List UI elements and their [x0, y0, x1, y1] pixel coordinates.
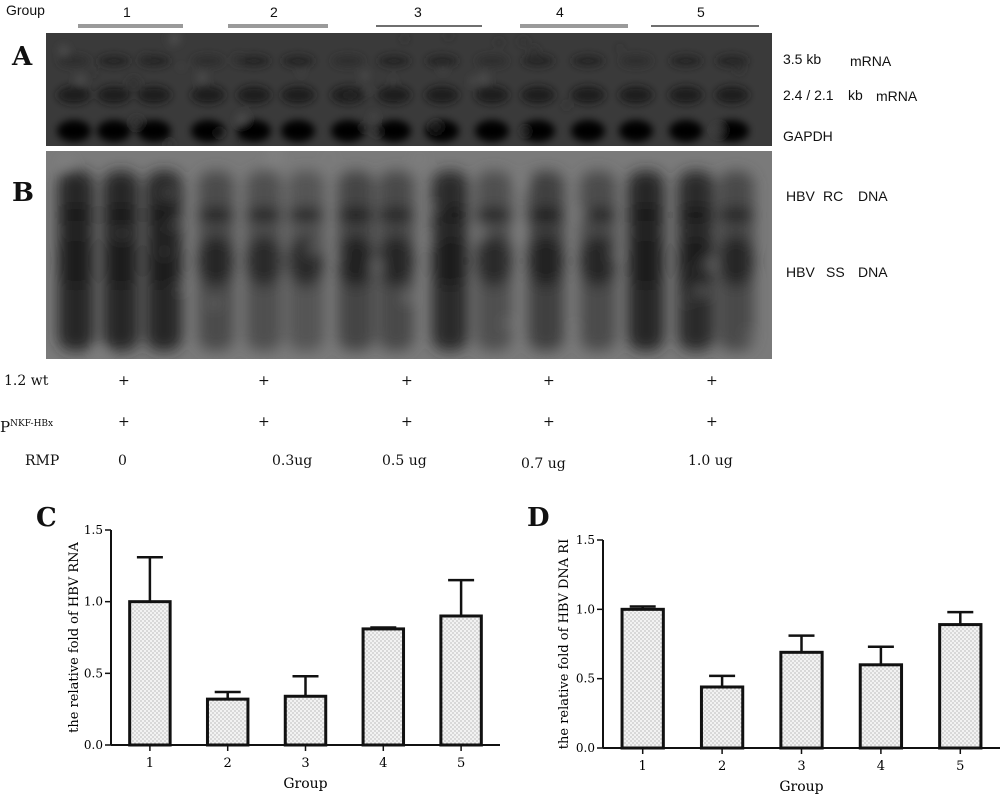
panel-letter-d: D [527, 503, 550, 533]
panel-letter-c: C [36, 503, 57, 533]
group-number-3: 3 [414, 4, 422, 20]
group-number-5: 5 [697, 4, 705, 20]
bar-chart-c: 0.0 0.5 1.0 1.5 1 2 3 4 5 Group the relative fold … [67, 523, 500, 792]
y-tick-label: 0.5 [84, 666, 103, 680]
plus-pnkf-5: + [706, 414, 718, 430]
condition-label-pnkf: PNKF-HBx [0, 418, 53, 436]
bar-3 [779, 650, 824, 750]
rmp-value-2: 0.3ug [272, 453, 313, 469]
condition-label-pnkf-sup: NKF-HBx [10, 419, 54, 429]
group-bracket-2 [228, 24, 328, 28]
x-tick-label-2: 2 [224, 756, 232, 771]
rmp-value-1: 0 [118, 453, 127, 469]
bar-2 [205, 697, 250, 747]
bar-5 [439, 614, 483, 747]
group-header-label: Group [6, 2, 45, 18]
band-label-mrna-1: mRNA [850, 53, 892, 69]
group-bracket-3 [376, 25, 482, 27]
plus-wt-3: + [401, 373, 413, 389]
group-number-4: 4 [556, 4, 564, 20]
x-tick-label-4: 4 [379, 756, 387, 771]
southern-blot-gel [46, 151, 772, 359]
bar-4 [361, 627, 406, 747]
x-tick-label-2: 2 [718, 759, 726, 774]
y-tick-label: 1.0 [84, 595, 103, 609]
panel-letter-a: A [12, 42, 33, 72]
y-axis-label: the relative fold of HBV DNA RI [557, 539, 572, 749]
y-tick-label: 1.0 [576, 602, 595, 616]
band-label-2-4kb: 2.4 / 2.1 [783, 87, 834, 103]
panel-letter-b: B [12, 178, 34, 208]
band-label-mrna-2: mRNA [876, 88, 918, 104]
band-label-ss-dna: DNA [858, 264, 888, 280]
x-tick-label-1: 1 [639, 759, 647, 774]
rmp-value-4: 0.7 ug [521, 456, 566, 472]
band-label-ss: SS [826, 264, 845, 280]
bar-1 [128, 600, 172, 747]
y-tick-label: 0.5 [576, 672, 595, 686]
x-tick-label-5: 5 [457, 756, 465, 771]
band-label-hbv-ss: HBV [786, 264, 815, 280]
southern-blot-image [46, 151, 772, 359]
x-tick-label-1: 1 [146, 756, 154, 771]
bar-1 [620, 607, 665, 750]
condition-label-pnkf-main: P [0, 418, 11, 436]
group-bracket-1 [78, 24, 183, 28]
y-tick-label: 0.0 [84, 738, 103, 752]
x-tick-label-4: 4 [877, 759, 885, 774]
rmp-value-5: 1.0 ug [688, 453, 733, 469]
band-label-rc-dna: DNA [858, 188, 888, 204]
plus-pnkf-4: + [543, 414, 555, 430]
plus-pnkf-3: + [401, 414, 413, 430]
plus-wt-4: + [543, 373, 555, 389]
y-tick-label: 0.0 [576, 741, 595, 755]
group-number-2: 2 [270, 4, 278, 20]
band-label-hbv-rc: HBV [786, 188, 815, 204]
bar-chart-d: 0.0 0.5 1.0 1.5 1 2 3 4 5 Group the relative fold … [557, 533, 1000, 795]
bar-4 [858, 663, 904, 750]
band-label-rc: RC [823, 188, 844, 204]
bar-3 [283, 694, 328, 747]
plus-wt-1: + [118, 373, 130, 389]
plus-wt-5: + [706, 373, 718, 389]
group-bracket-4 [520, 24, 628, 28]
y-tick-label: 1.5 [576, 533, 595, 547]
condition-label-rmp: RMP [25, 453, 60, 469]
rmp-value-3: 0.5 ug [382, 453, 427, 469]
band-label-kb: kb [848, 87, 863, 103]
x-tick-label-5: 5 [956, 759, 964, 774]
bar-2 [699, 685, 745, 750]
band-label-3-5kb: 3.5 kb [783, 51, 822, 67]
plus-wt-2: + [258, 373, 270, 389]
y-axis-label: the relative fold of HBV RNA [67, 542, 82, 733]
northern-blot-gel [46, 33, 772, 146]
x-tick-label-3: 3 [301, 756, 309, 771]
condition-label-wt: 1.2 wt [4, 373, 49, 389]
y-tick-label: 1.5 [84, 523, 103, 537]
northern-blot-image [46, 33, 772, 146]
band-label-gapdh: GAPDH [783, 128, 833, 144]
x-tick-label-3: 3 [797, 759, 805, 774]
plus-pnkf-2: + [258, 414, 270, 430]
group-bracket-5 [651, 25, 759, 27]
x-axis-label: Group [779, 779, 823, 795]
plus-pnkf-1: + [118, 414, 130, 430]
x-axis-label: Group [283, 776, 327, 792]
bar-5 [938, 623, 983, 750]
group-number-1: 1 [123, 4, 131, 20]
